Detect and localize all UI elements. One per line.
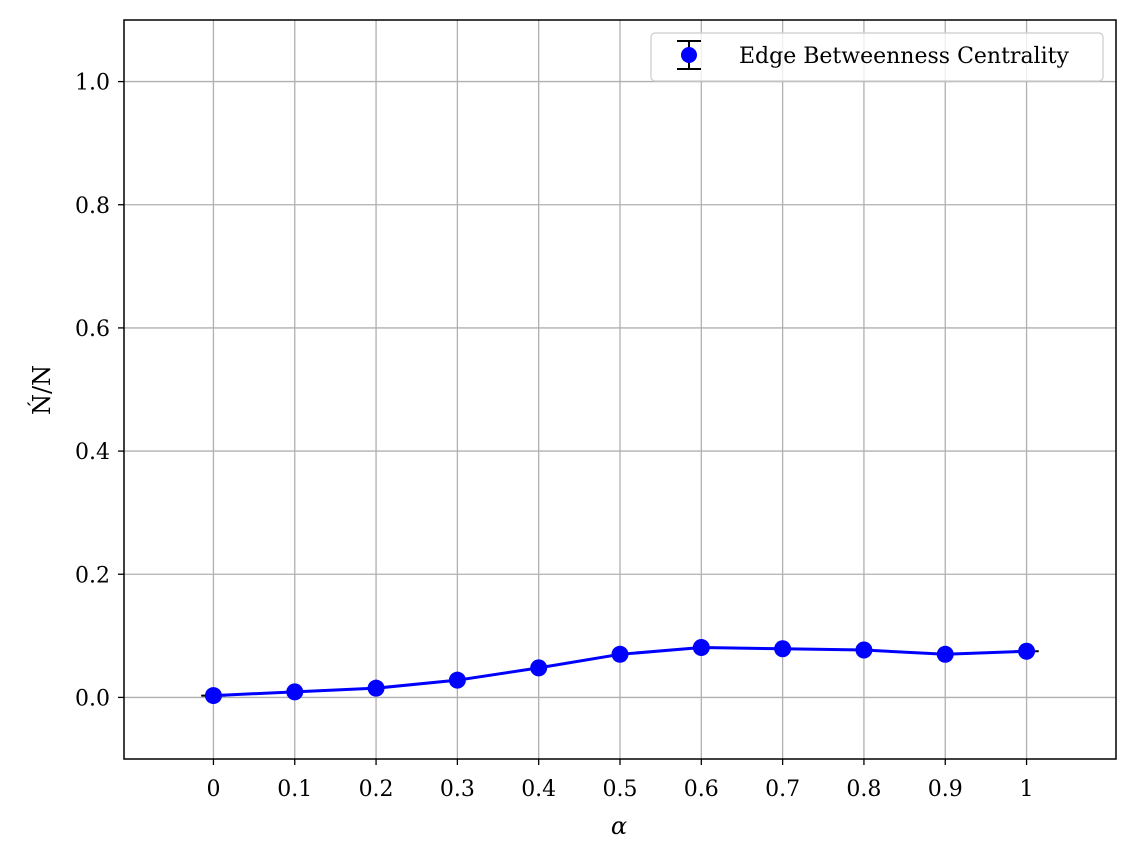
x-tick-label: 0.3 <box>440 777 475 802</box>
data-point <box>204 687 222 705</box>
y-tick-label: 0.2 <box>75 563 110 588</box>
legend: Edge Betweenness Centrality <box>650 32 1104 82</box>
x-tick-label: 1 <box>1020 777 1034 802</box>
x-tick-label: 0.2 <box>359 777 394 802</box>
x-tick-label: 0.9 <box>928 777 963 802</box>
data-point <box>692 639 710 657</box>
data-point <box>530 659 548 677</box>
x-tick-label: 0.4 <box>521 777 556 802</box>
y-axis-ticks: 0.0 0.2 0.4 0.6 0.8 1.0 <box>75 71 124 711</box>
legend-label: Edge Betweenness Centrality <box>739 44 1069 69</box>
data-point <box>855 641 873 659</box>
data-point <box>611 645 629 663</box>
x-tick-label: 0.1 <box>277 777 312 802</box>
y-tick-label: 0.0 <box>75 686 110 711</box>
y-tick-label: 0.8 <box>75 194 110 219</box>
legend-box <box>650 32 1104 82</box>
data-point <box>936 645 954 663</box>
x-axis-ticks: 0 0.1 0.2 0.3 0.4 0.5 0.6 0.7 0.8 0.9 1 <box>206 759 1034 802</box>
x-tick-label: 0.7 <box>765 777 800 802</box>
x-tick-label: 0.8 <box>846 777 881 802</box>
y-tick-label: 0.6 <box>75 317 110 342</box>
data-point <box>448 671 466 689</box>
data-point <box>367 679 385 697</box>
x-tick-label: 0 <box>206 777 220 802</box>
x-axis-label: α <box>611 812 627 840</box>
series-layer <box>204 639 1036 705</box>
legend-marker-icon <box>681 47 697 63</box>
y-tick-label: 1.0 <box>75 71 110 96</box>
data-point <box>774 640 792 658</box>
y-tick-label: 0.4 <box>75 440 110 465</box>
x-tick-label: 0.5 <box>603 777 638 802</box>
data-point <box>286 683 304 701</box>
x-tick-label: 0.6 <box>684 777 719 802</box>
y-axis-label: Ń/N <box>27 365 56 415</box>
data-point <box>1018 642 1036 660</box>
